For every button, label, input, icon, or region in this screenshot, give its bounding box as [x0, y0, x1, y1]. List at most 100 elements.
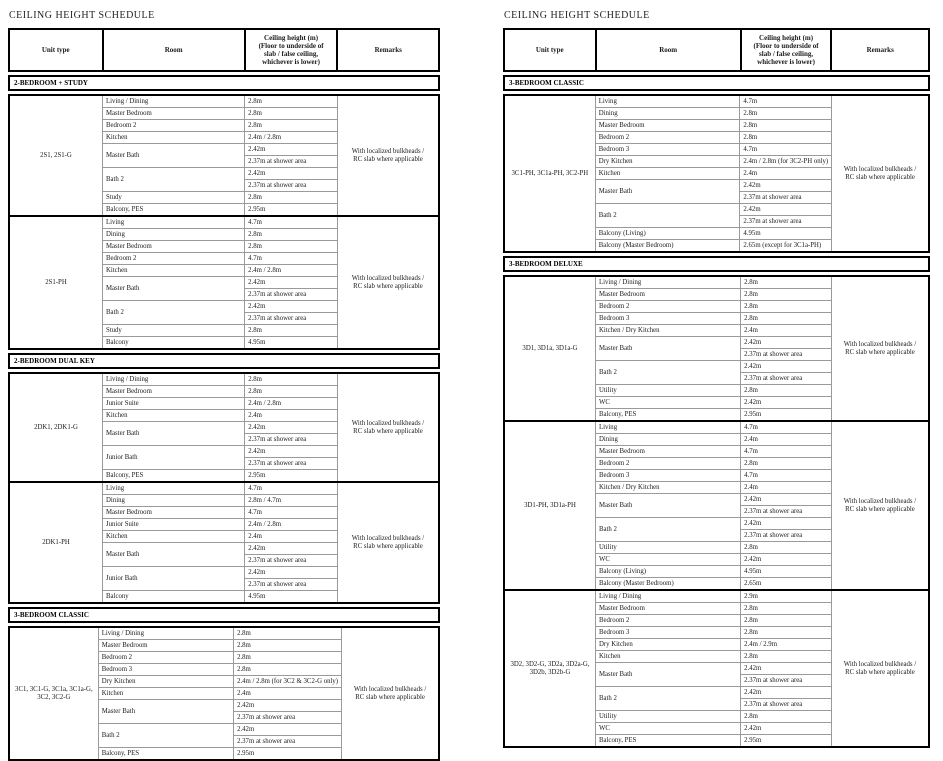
ceiling-height-cell: 2.37m at shower area	[244, 312, 338, 325]
ceiling-height-cell: 2.42m	[739, 179, 833, 192]
table-row: Bedroom 3 2.8m	[9, 663, 439, 676]
table-row: Junior Bath 2.42m	[9, 445, 439, 470]
ceiling-height-cell: 2.8m	[244, 191, 338, 204]
unit-type-cell: 2S1-PH	[8, 215, 103, 350]
table-header: Unit type Room Ceiling height (m) (Floor t…	[8, 28, 440, 72]
ceiling-height-cell: 2.37m at shower area	[740, 505, 832, 518]
room-cell: WC	[594, 722, 742, 735]
ceiling-height-cell: 2.4m / 2.8m	[244, 264, 338, 277]
ceiling-height-cell: 2.37m at shower area	[740, 348, 832, 361]
remarks-cell: With localized bulkheads / RC slab where…	[830, 589, 930, 748]
room-cell: Master Bedroom	[101, 107, 246, 120]
room-cell: Bedroom 2	[101, 119, 246, 132]
table-row: Kitchen 2.4m	[9, 687, 439, 700]
ceiling-height-cell: 4.95m	[244, 336, 338, 350]
ceiling-height-cell: 4.95m	[740, 565, 832, 578]
room-cell: Balcony	[101, 590, 246, 604]
room-cell: Balcony, PES	[97, 747, 235, 761]
table-row: Kitchen / Dry Kitchen 2.4m	[504, 481, 929, 494]
table-row: 3C1, 3C1-G, 3C1a, 3C1a-G, 3C2, 3C2-G Livi…	[8, 626, 440, 761]
table-row: 3D2, 3D2-G, 3D2a, 3D2a-G, 3D2b, 3D2b-G Li…	[503, 589, 930, 748]
room-cell: Bedroom 3	[594, 626, 742, 639]
table-row: Master Bath 2.42m	[9, 143, 439, 168]
ceiling-height-cell: 2.37m at shower area	[244, 457, 338, 470]
room-cell: Balcony (Living)	[594, 565, 742, 578]
table-row: Master Bath 2.42m	[504, 179, 929, 204]
ceiling-height-cell: 2.42m	[244, 143, 338, 156]
ceiling-height-cell: 2.8m	[740, 626, 832, 639]
ceiling-height-cell: 4.7m	[244, 252, 338, 265]
ceiling-height-cell: 2.37m at shower area	[740, 674, 832, 687]
ceiling-height-cell: 2.37m at shower area	[244, 155, 338, 168]
table-row: Study 2.8m	[9, 324, 439, 337]
ceiling-height-cell: 2.42m	[740, 722, 832, 735]
ceiling-height-cell: 2.8m	[740, 602, 832, 615]
table-row: 3D1-PH, 3D1a-PH Living 4.7m With localized …	[503, 420, 930, 591]
room-cell: Junior Suite	[101, 397, 246, 410]
page-title: CEILING HEIGHT SCHEDULE	[504, 10, 650, 21]
room-cell: Dining	[101, 494, 246, 507]
ceiling-height-cell: 2.37m at shower area	[740, 698, 832, 711]
room-cell: Living / Dining	[594, 589, 742, 603]
room-cell: Junior Bath	[101, 445, 246, 470]
ceiling-height-table: 3C1-PH, 3C1a-PH, 3C2-PH Living 4.7m With lo…	[503, 94, 930, 253]
room-cell: Master Bedroom	[594, 445, 742, 458]
section-header: 2-BEDROOM DUAL KEY	[8, 353, 440, 369]
table-row: 2S1-PH Living 4.7m With localized bulkheads…	[8, 215, 440, 350]
ceiling-height-cell: 2.8m	[244, 240, 338, 253]
table-row: Kitchen 2.4m	[504, 167, 929, 180]
ceiling-height-cell: 2.95m	[740, 734, 832, 748]
room-cell: WC	[594, 553, 742, 566]
ceiling-height-cell: 2.37m at shower area	[244, 288, 338, 301]
unit-type-cell: 3C1-PH, 3C1a-PH, 3C2-PH	[503, 94, 596, 253]
room-cell: Bedroom 2	[594, 131, 741, 144]
ceiling-height-cell: 2.65m	[740, 577, 832, 591]
room-cell: Living / Dining	[594, 275, 742, 289]
ceiling-height-cell: 2.8m	[244, 119, 338, 132]
column-header-remarks: Remarks	[830, 28, 930, 72]
table-row: Master Bedroom 2.8m	[504, 602, 929, 615]
column-header-remarks: Remarks	[336, 28, 440, 72]
ceiling-height-cell: 2.8m	[740, 457, 832, 470]
room-cell: Balcony, PES	[594, 734, 742, 748]
room-cell: Master Bath	[594, 662, 742, 687]
room-cell: Kitchen	[101, 409, 246, 422]
room-cell: Master Bedroom	[594, 288, 742, 301]
room-cell: Bedroom 3	[97, 663, 235, 676]
room-cell: Master Bedroom	[594, 119, 741, 132]
table-row: Balcony 4.95m	[9, 336, 439, 350]
ceiling-height-cell: 2.42m	[244, 167, 338, 180]
room-cell: Study	[101, 191, 246, 204]
table-row: Bedroom 2 2.8m	[504, 457, 929, 470]
table-row: Bedroom 2 2.8m	[9, 651, 439, 664]
ceiling-height-cell: 2.37m at shower area	[244, 554, 338, 567]
room-cell: Bedroom 2	[594, 457, 742, 470]
ceiling-height-cell: 2.8m	[233, 626, 343, 640]
ceiling-height-cell: 4.7m	[739, 94, 833, 108]
room-cell: Dining	[594, 107, 741, 120]
room-cell: Living / Dining	[101, 94, 246, 108]
ceiling-height-cell: 2.9m	[740, 589, 832, 603]
table-row: Balcony 4.95m	[9, 590, 439, 604]
table-row: Utility 2.8m	[504, 384, 929, 397]
ceiling-height-cell: 2.42m	[740, 360, 832, 373]
table-row: Dry Kitchen 2.4m / 2.8m (for 3C2-PH only)	[504, 155, 929, 168]
room-cell: Master Bath	[594, 493, 742, 518]
room-cell: Master Bath	[594, 336, 742, 361]
ceiling-height-cell: 2.8m	[740, 288, 832, 301]
room-cell: Junior Bath	[101, 566, 246, 591]
table-row: Bedroom 3 2.8m	[504, 312, 929, 325]
room-cell: Master Bedroom	[101, 240, 246, 253]
ceiling-height-cell: 2.4m	[739, 167, 833, 180]
table-row: Master Bath 2.42m	[504, 662, 929, 687]
remarks-cell: With localized bulkheads / RC slab where…	[336, 215, 440, 350]
room-cell: Kitchen	[97, 687, 235, 700]
table-row: Balcony, PES 2.95m	[9, 203, 439, 217]
room-cell: Kitchen	[594, 650, 742, 663]
ceiling-height-cell: 2.37m at shower area	[739, 191, 833, 204]
ceiling-height-cell: 2.37m at shower area	[233, 735, 343, 748]
room-cell: Bedroom 2	[594, 300, 742, 313]
room-cell: Bath 2	[594, 686, 742, 711]
room-cell: Master Bedroom	[97, 639, 235, 652]
section-header: 3-BEDROOM DELUXE	[503, 256, 930, 272]
